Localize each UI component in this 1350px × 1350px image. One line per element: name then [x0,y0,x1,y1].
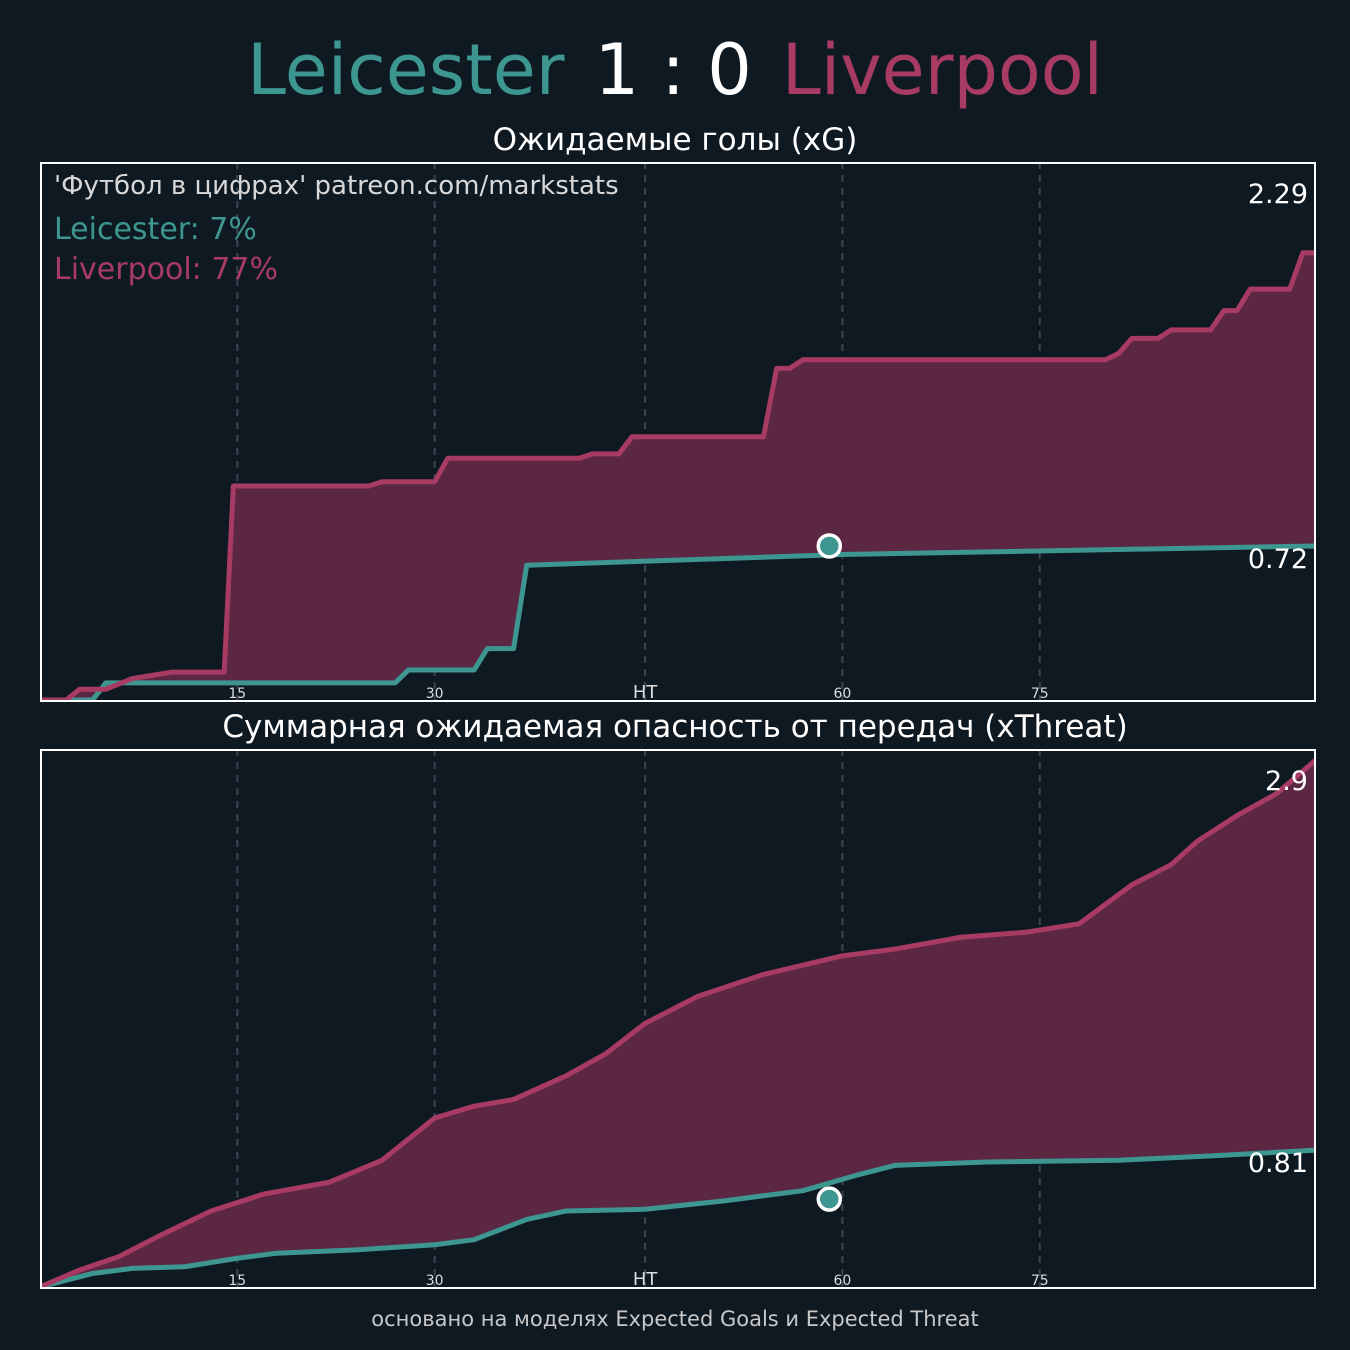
credit-text: 'Футбол в цифрах' patreon.com/markstats [54,171,619,201]
away-win-probability: Liverpool: 77% [54,252,279,287]
x-tick-label: 15 [228,686,246,702]
away-team-name: Liverpool [781,29,1104,111]
xt-chart-title: Суммарная ожидаемая опасность от передач… [222,709,1128,745]
home-win-probability: Leicester: 7% [54,212,257,247]
footer-note: основано на моделях Expected Goals и Exp… [371,1307,979,1331]
x-tick-label: HT [633,682,659,702]
match-header: Leicester 1 : 0 Liverpool [0,28,1350,112]
series-line-liverpool [40,757,1316,1289]
series-line-leicester [40,1147,1316,1289]
area-between-series [40,252,1316,700]
xt-home-end-label: 0.81 [1247,1148,1308,1179]
xg-chart: 15 30 HT 60 75 [40,162,1316,702]
x-tick-label: 30 [426,686,444,702]
xg-home-end-label: 0.72 [1247,544,1308,575]
goal-marker [816,533,843,559]
match-score: 1 : 0 [594,29,752,111]
x-tick-label: 60 [834,1273,852,1289]
goal-marker [816,1186,843,1212]
xt-chart: 15 30 HT 60 75 [40,749,1316,1289]
x-tick-label: 15 [228,1273,246,1289]
series-line-liverpool [40,250,1316,702]
series-line-leicester [40,543,1316,702]
chart-frame [40,162,1316,702]
xg-away-end-label: 2.29 [1247,179,1308,210]
x-tick-label: 60 [834,686,852,702]
x-tick-label: 75 [1031,686,1049,702]
x-tick-label: 30 [426,1273,444,1289]
area-between-series [40,759,1316,1287]
home-team-name: Leicester [246,29,565,111]
chart-frame [40,749,1316,1289]
x-tick-label: 75 [1031,1273,1049,1289]
xg-chart-title: Ожидаемые голы (xG) [492,122,858,158]
xt-away-end-label: 2.9 [1265,766,1308,797]
x-tick-label: HT [633,1269,659,1289]
